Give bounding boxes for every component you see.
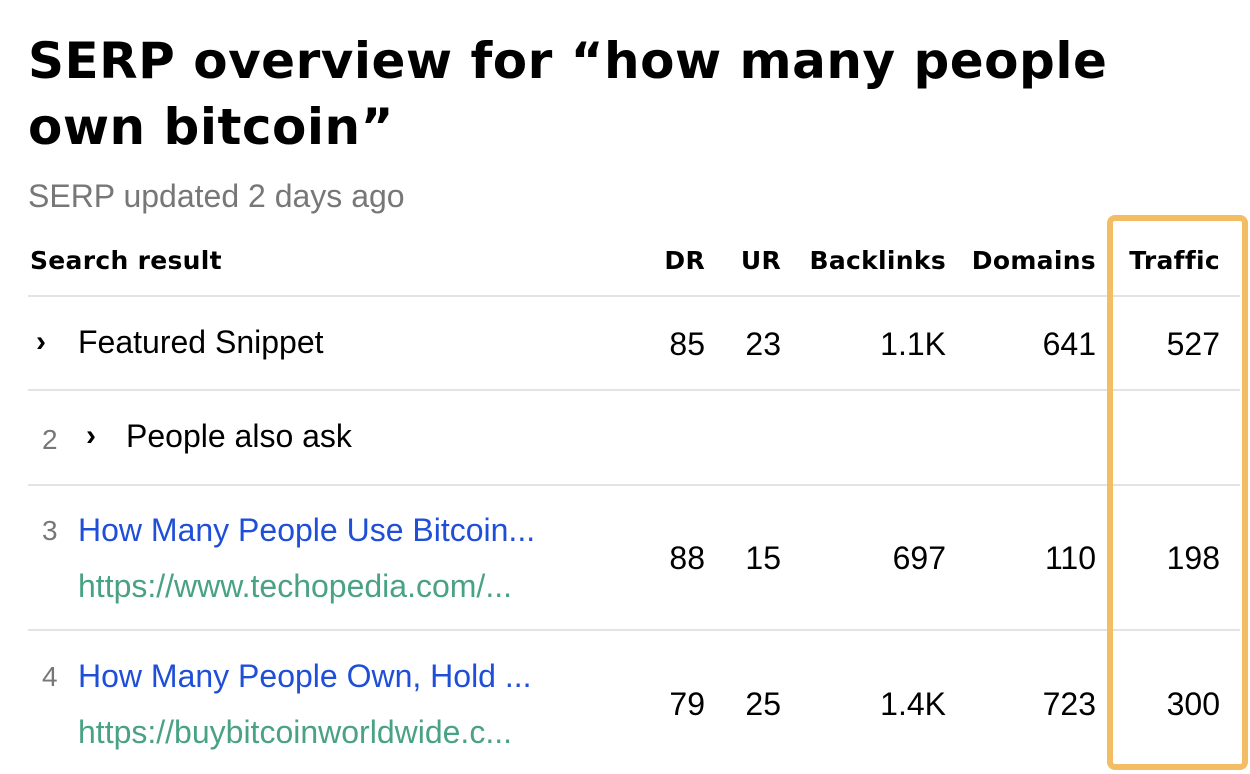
- backlinks-value: 697: [892, 540, 946, 576]
- traffic-column-highlight: [1107, 215, 1248, 770]
- col-search-result[interactable]: Search result: [30, 246, 222, 275]
- col-backlinks[interactable]: Backlinks: [809, 246, 946, 275]
- ur-value: 23: [745, 326, 781, 362]
- chevron-right-icon[interactable]: ›: [86, 419, 96, 452]
- traffic-value: 300: [1166, 686, 1220, 722]
- traffic-value: 198: [1166, 540, 1220, 576]
- position-number: 3: [42, 515, 58, 546]
- position-number: 4: [42, 661, 58, 692]
- backlinks-value: 1.1K: [880, 326, 946, 362]
- col-dr[interactable]: DR: [664, 246, 705, 275]
- col-ur[interactable]: UR: [740, 246, 781, 275]
- row-title[interactable]: Featured Snippet: [78, 324, 324, 360]
- result-url-link[interactable]: https://buybitcoinworldwide.c...: [78, 714, 512, 750]
- result-title-link[interactable]: How Many People Own, Hold ...: [78, 658, 532, 694]
- ur-value: 15: [745, 540, 781, 576]
- row-title[interactable]: People also ask: [126, 418, 352, 454]
- domains-value: 723: [1042, 686, 1096, 722]
- serp-updated-text: SERP updated 2 days ago: [28, 178, 405, 214]
- traffic-value: 527: [1166, 326, 1220, 362]
- position-number: 2: [42, 424, 58, 455]
- col-traffic[interactable]: Traffic: [1129, 246, 1220, 275]
- divider: [28, 295, 1240, 297]
- dr-value: 85: [669, 326, 705, 362]
- divider: [28, 484, 1240, 486]
- backlinks-value: 1.4K: [880, 686, 946, 722]
- domains-value: 110: [1044, 540, 1096, 576]
- result-url-link[interactable]: https://www.techopedia.com/...: [78, 568, 512, 604]
- col-domains[interactable]: Domains: [971, 246, 1096, 275]
- dr-value: 79: [669, 686, 705, 722]
- divider: [28, 389, 1240, 391]
- result-title-link[interactable]: How Many People Use Bitcoin...: [78, 512, 536, 548]
- page-title: SERP overview for “how many people own b…: [28, 32, 1108, 156]
- ur-value: 25: [745, 686, 781, 722]
- dr-value: 88: [669, 540, 705, 576]
- chevron-right-icon[interactable]: ›: [36, 325, 46, 358]
- divider: [28, 629, 1240, 631]
- domains-value: 641: [1042, 326, 1096, 362]
